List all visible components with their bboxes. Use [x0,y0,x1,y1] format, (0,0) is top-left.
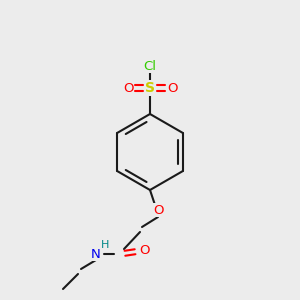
Text: Cl: Cl [143,59,157,73]
Text: O: O [167,82,177,94]
Text: O: O [139,244,149,257]
Text: O: O [123,82,133,94]
Text: S: S [145,81,155,95]
Text: H: H [101,240,109,250]
Text: N: N [91,248,101,260]
Text: O: O [153,203,163,217]
